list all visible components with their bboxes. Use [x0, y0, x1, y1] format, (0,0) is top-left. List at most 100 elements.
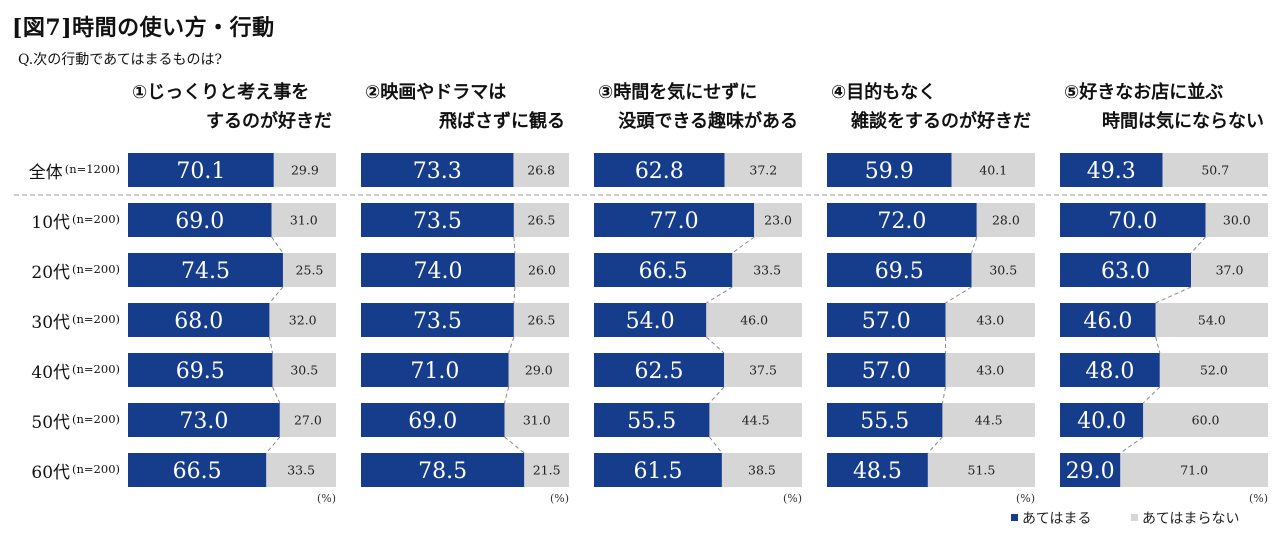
unit-label: (%)	[1016, 492, 1035, 505]
bar-yes-label: 73.0	[179, 409, 228, 434]
bar-yes	[361, 153, 514, 187]
bar-yes	[361, 353, 509, 387]
connector-line	[1155, 286, 1192, 304]
bar-no-label: 44.5	[742, 413, 770, 428]
bar-yes-label: 74.0	[413, 259, 462, 284]
bar-yes-label: 72.0	[877, 209, 926, 234]
category-label: 40代 (n=200)	[31, 362, 120, 383]
bar-yes-label: 70.0	[1108, 209, 1157, 234]
bar-yes	[1060, 453, 1121, 487]
bar-no	[754, 203, 802, 237]
bar-no-label: 26.5	[528, 213, 556, 228]
bar-no	[721, 453, 802, 487]
bar-yes-label: 68.0	[174, 309, 223, 334]
bar-no-label: 30.5	[290, 363, 318, 378]
connector-line	[272, 386, 281, 404]
bar-no	[266, 453, 336, 487]
unit-label: (%)	[317, 492, 336, 505]
connector-line	[504, 436, 525, 454]
bar-no-label: 31.0	[523, 413, 551, 428]
bar-yes	[128, 403, 280, 437]
bar-yes	[827, 453, 928, 487]
connector-line	[508, 336, 515, 354]
bar-yes	[361, 303, 514, 337]
bar-yes	[594, 403, 710, 437]
bar-yes	[827, 353, 946, 387]
bar-no	[1162, 153, 1268, 187]
bar-yes-label: 55.5	[627, 409, 676, 434]
legend-label-yes: あてはまる	[1022, 511, 1091, 527]
bar-no-label: 46.0	[740, 313, 768, 328]
bar-no-label: 32.0	[289, 313, 317, 328]
connector-line	[1190, 236, 1206, 254]
bar-no	[524, 453, 569, 487]
bar-yes-label: 69.5	[176, 359, 225, 384]
bar-yes	[361, 403, 505, 437]
bar-no-label: 37.2	[749, 163, 777, 178]
category-label: 50代 (n=200)	[31, 412, 120, 433]
panel-title-line-1: ⑤好きなお店に並ぶ	[1064, 81, 1223, 103]
bar-no	[706, 303, 802, 337]
bar-yes-label: 73.3	[413, 159, 462, 184]
bar-yes	[594, 353, 724, 387]
category-n-label: (n=200)	[72, 312, 120, 326]
bar-no	[976, 203, 1035, 237]
bar-no	[273, 153, 336, 187]
category-label: 30代 (n=200)	[31, 312, 120, 333]
bar-no-label: 25.5	[296, 263, 324, 278]
unit-label: (%)	[1249, 492, 1268, 505]
bar-no	[927, 453, 1035, 487]
panel-title-line-1: ①じっくりと考え事を	[132, 81, 309, 103]
bar-yes	[128, 203, 272, 237]
bar-no-label: 33.5	[753, 263, 781, 278]
connector-line	[927, 436, 943, 454]
bar-yes-label: 63.0	[1101, 259, 1150, 284]
bar-no-label: 60.0	[1192, 413, 1220, 428]
connector-line	[269, 286, 284, 304]
bar-yes-label: 74.5	[181, 259, 230, 284]
bar-yes	[128, 453, 267, 487]
bar-yes	[594, 253, 733, 287]
bar-no-label: 37.5	[749, 363, 777, 378]
bar-no	[282, 253, 336, 287]
bar-no	[1120, 453, 1268, 487]
bar-yes	[827, 203, 977, 237]
bar-yes	[128, 153, 274, 187]
bar-yes	[1060, 153, 1163, 187]
bar-yes	[361, 453, 525, 487]
bar-no	[1191, 253, 1268, 287]
bar-yes-label: 40.0	[1077, 409, 1126, 434]
unit-label: (%)	[550, 492, 569, 505]
bar-no-label: 43.0	[976, 313, 1004, 328]
bar-yes	[827, 303, 946, 337]
bar-no-label: 54.0	[1198, 313, 1226, 328]
panel-title-line-2: 飛ばさずに観る	[439, 110, 565, 132]
panel-title-line-2: 時間は気にならない	[1102, 110, 1264, 132]
bar-yes-label: 70.1	[176, 159, 225, 184]
connector-line	[709, 436, 723, 454]
bar-yes	[1060, 403, 1144, 437]
bar-no-label: 28.0	[992, 213, 1020, 228]
bar-yes	[827, 153, 952, 187]
bar-no-label: 23.0	[764, 213, 792, 228]
bar-no-label: 29.0	[525, 363, 553, 378]
bar-yes	[594, 303, 707, 337]
connector-line	[265, 436, 281, 454]
bar-no-label: 26.8	[527, 163, 555, 178]
bar-yes-label: 69.0	[408, 409, 457, 434]
bar-yes	[827, 403, 943, 437]
panel-title-line-1: ②映画やドラマは	[365, 81, 506, 103]
bar-no-label: 40.1	[979, 163, 1007, 178]
bar-no-label: 33.5	[287, 463, 315, 478]
bar-yes-label: 73.5	[413, 209, 462, 234]
connector-line	[1120, 436, 1144, 454]
bar-no	[514, 253, 569, 287]
bar-no-label: 21.5	[533, 463, 561, 478]
panel-title-line-1: ④目的もなく	[831, 81, 936, 103]
bar-no	[724, 153, 802, 187]
bar-yes	[827, 253, 972, 287]
category-label: 全体 (n=1200)	[29, 162, 120, 183]
question-text: Q.次の行動であてはまるものは?	[18, 52, 223, 68]
bar-no	[1155, 303, 1268, 337]
category-n-label: (n=200)	[72, 462, 120, 476]
